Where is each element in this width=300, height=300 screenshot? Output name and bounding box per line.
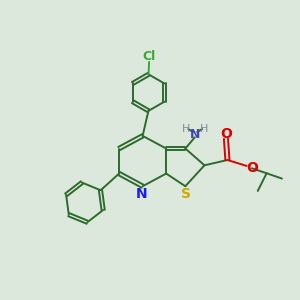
Text: Cl: Cl	[142, 50, 156, 63]
Text: S: S	[181, 187, 191, 201]
Text: O: O	[220, 127, 232, 140]
Text: N: N	[136, 187, 148, 201]
Text: O: O	[246, 161, 258, 175]
Text: H: H	[200, 124, 208, 134]
Text: N: N	[190, 128, 200, 141]
Text: H: H	[182, 124, 191, 134]
